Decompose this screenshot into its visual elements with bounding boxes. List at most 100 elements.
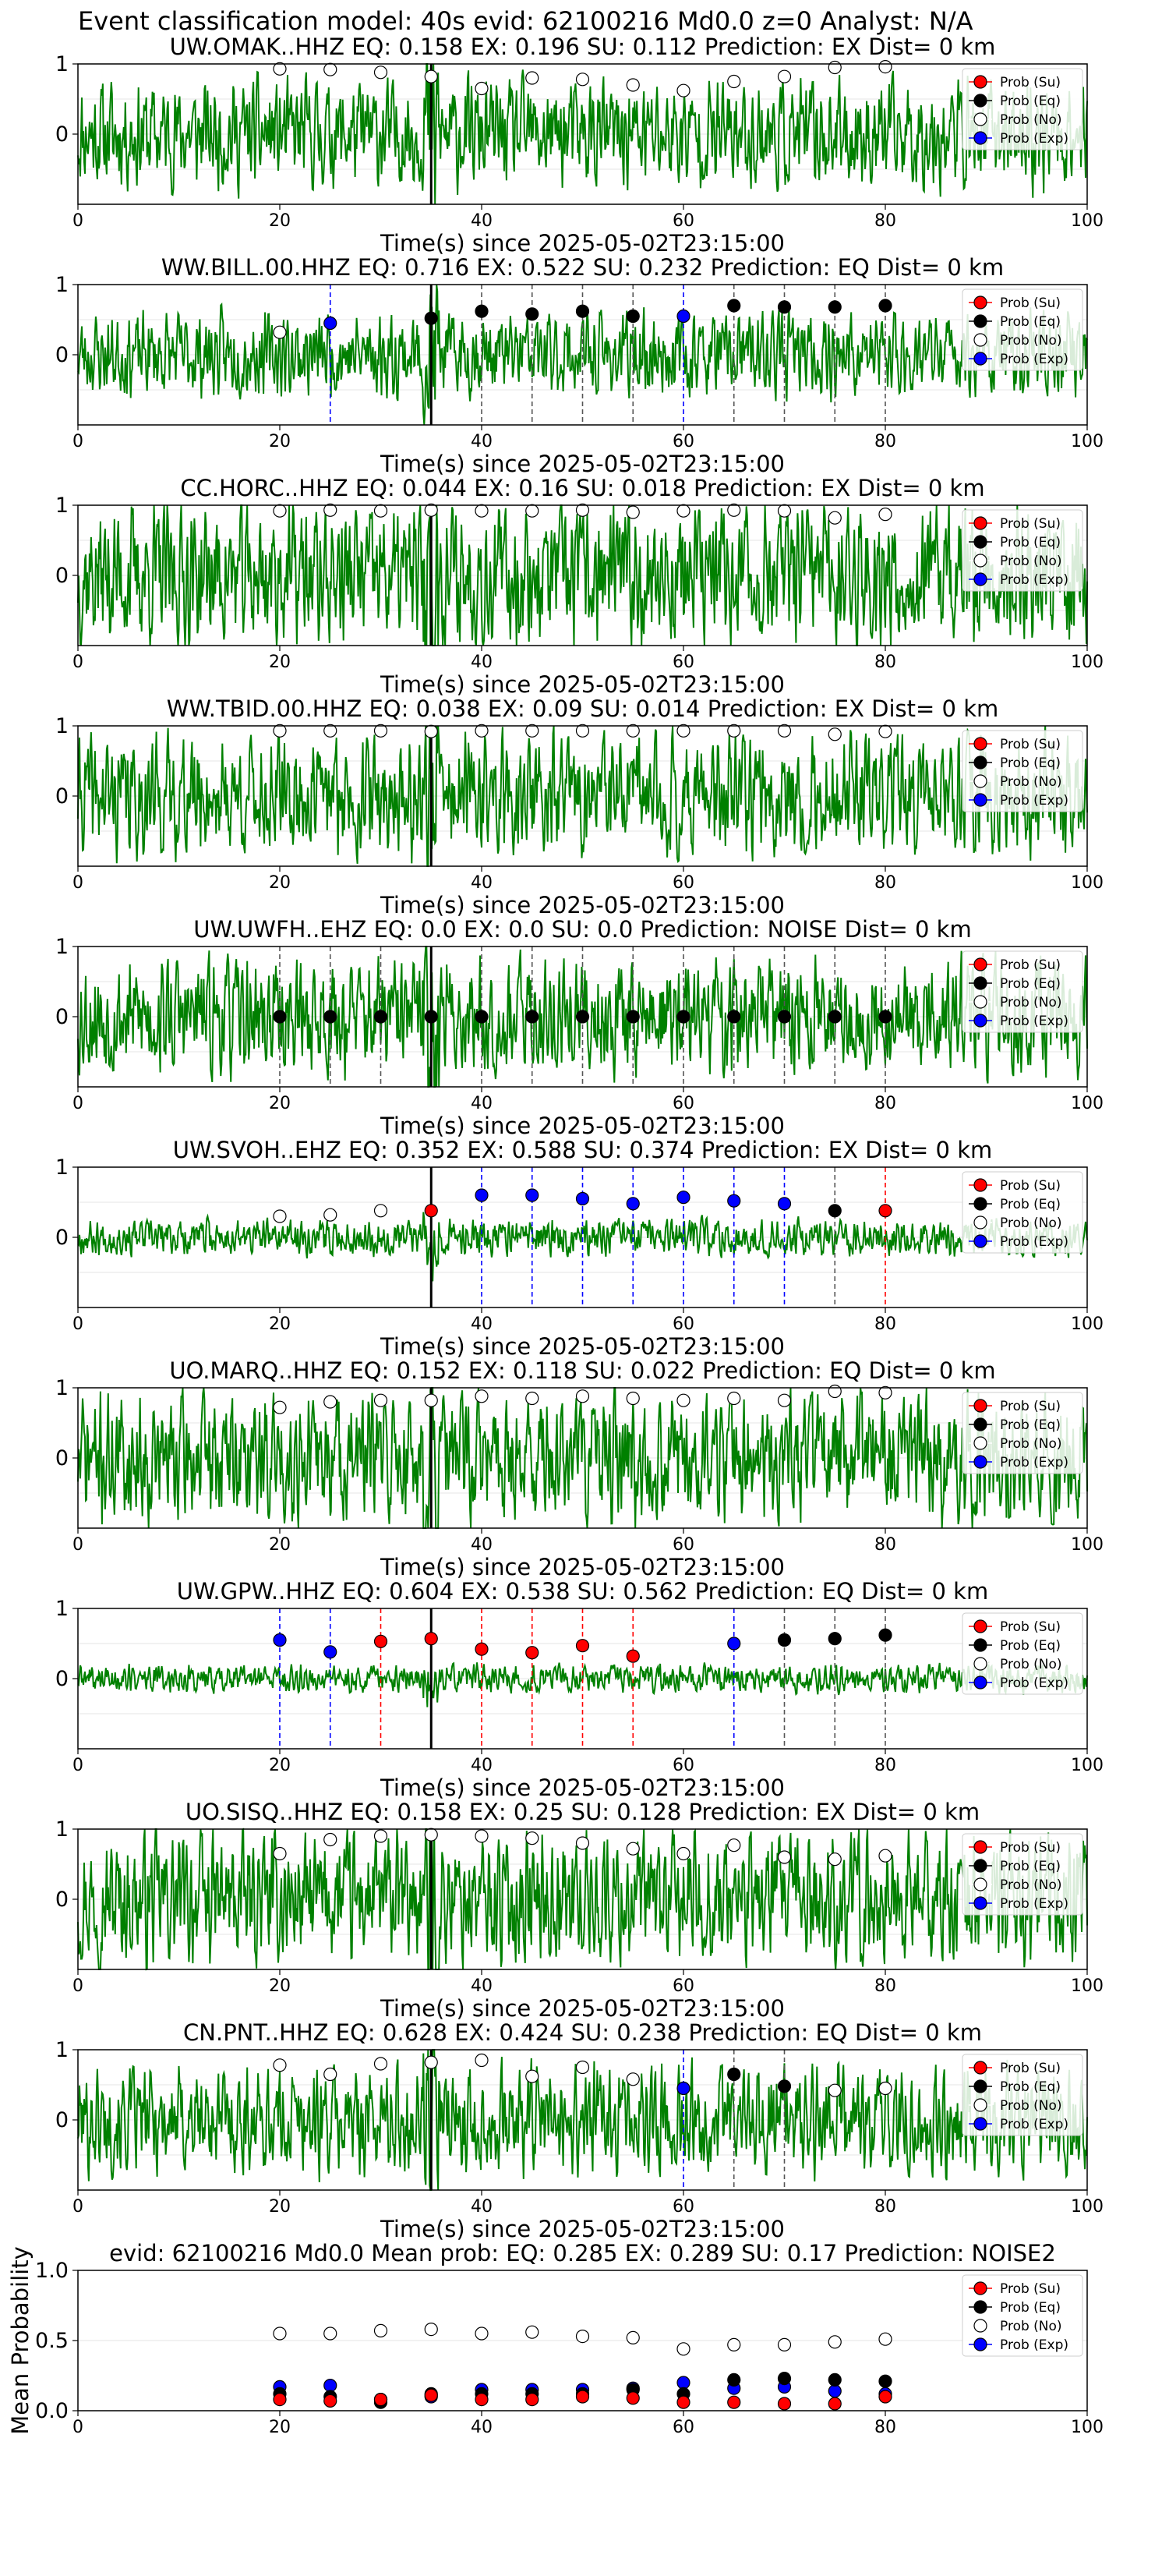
x-tick-label: 0 <box>72 2197 83 2217</box>
prob-marker-no <box>575 1389 590 1403</box>
x-tick-label: 40 <box>471 2197 493 2217</box>
prob-marker-eq <box>575 1010 590 1024</box>
waveform-trace <box>77 63 1088 204</box>
y-tick-label: 0 <box>55 343 69 367</box>
mean-prob-marker-su <box>373 2393 388 2407</box>
legend: Prob (Su) Prob (Eq) Prob (No) Prob (Exp) <box>962 1392 1083 1474</box>
x-axis-label: Time(s) since 2025-05-02T23:15:00 <box>380 1333 785 1360</box>
prob-marker-exp <box>525 1188 539 1202</box>
prob-marker-eq <box>424 1010 438 1024</box>
legend-box <box>962 1392 1083 1474</box>
legend-marker-eq <box>973 1638 987 1652</box>
legend-label: Prob (Exp) <box>1000 2117 1068 2132</box>
prob-marker-exp <box>323 316 337 331</box>
prob-marker-no <box>323 1208 337 1222</box>
x-axis-label: Time(s) since 2025-05-02T23:15:00 <box>380 451 785 477</box>
prob-marker-no <box>323 503 337 517</box>
x-tick-label: 20 <box>269 873 291 893</box>
y-tick-label: 1 <box>55 714 69 738</box>
x-tick-label: 80 <box>874 1535 896 1555</box>
prob-marker-eq <box>878 1010 892 1024</box>
prob-marker-no <box>323 2067 337 2082</box>
prob-marker-no <box>727 1838 741 1852</box>
panel-10: CN.PNT..HHZ EQ: 0.628 EX: 0.424 SU: 0.23… <box>55 2019 1104 2242</box>
legend-marker-eq <box>973 755 987 770</box>
prob-marker-no <box>878 724 892 738</box>
x-tick-label: 80 <box>874 873 896 893</box>
prob-marker-exp <box>626 1197 640 1211</box>
legend-label: Prob (Su) <box>1000 295 1061 311</box>
prob-marker-no <box>626 2072 640 2086</box>
mean-prob-marker-no <box>777 2337 792 2351</box>
legend-box <box>962 1612 1083 1695</box>
prob-marker-eq <box>575 304 590 318</box>
x-tick-label: 60 <box>673 1315 694 1334</box>
prob-marker-su <box>626 1649 640 1663</box>
prob-marker-exp <box>676 309 690 324</box>
prob-marker-exp <box>676 1191 690 1205</box>
prob-marker-eq <box>525 1010 539 1024</box>
panel-title: WW.TBID.00.HHZ EQ: 0.038 EX: 0.09 SU: 0.… <box>167 695 999 722</box>
prob-marker-exp <box>676 2081 690 2096</box>
x-tick-label: 0 <box>72 873 83 893</box>
prob-marker-no <box>373 1204 388 1218</box>
prob-marker-no <box>828 60 842 75</box>
x-tick-label: 0 <box>72 432 83 451</box>
legend-label: Prob (Eq) <box>1000 1197 1061 1212</box>
legend: Prob (Su) Prob (Eq) Prob (No) Prob (Exp) <box>962 1833 1083 1916</box>
prob-marker-no <box>777 1393 792 1407</box>
legend-marker-eq <box>973 535 987 549</box>
prob-marker-exp <box>727 1194 741 1208</box>
x-axis-label: Time(s) since 2025-05-02T23:15:00 <box>380 1775 785 1801</box>
mean-prob-marker-eq <box>828 2373 842 2387</box>
panel-title: evid: 62100216 Md0.0 Mean prob: EQ: 0.28… <box>109 2240 1056 2266</box>
x-tick-label: 0 <box>72 2418 83 2437</box>
legend-marker-exp <box>973 1014 987 1028</box>
prob-marker-no <box>525 1831 539 1845</box>
x-tick-label: 20 <box>269 653 291 672</box>
y-tick-label: 1 <box>55 494 69 518</box>
legend-marker-no <box>973 1436 987 1450</box>
prob-marker-no <box>273 2058 287 2072</box>
legend-marker-no <box>973 1657 987 1671</box>
legend-label: Prob (Su) <box>1000 957 1061 973</box>
legend-label: Prob (No) <box>1000 1436 1062 1452</box>
x-tick-label: 0 <box>72 1756 83 1775</box>
legend-marker-no <box>973 1215 987 1230</box>
prob-marker-no <box>373 1829 388 1843</box>
legend-label: Prob (Su) <box>1000 75 1061 90</box>
prob-marker-eq <box>727 2067 741 2082</box>
prob-marker-eq <box>727 299 741 313</box>
legend-box <box>962 1833 1083 1916</box>
mean-prob-marker-no <box>878 2332 892 2346</box>
prob-marker-no <box>475 2053 489 2068</box>
x-tick-label: 40 <box>471 432 493 451</box>
panel-title: UO.SISQ..HHZ EQ: 0.158 EX: 0.25 SU: 0.12… <box>185 1799 980 1825</box>
legend-label: Prob (Eq) <box>1000 535 1061 550</box>
y-tick-label: 0 <box>55 2108 69 2132</box>
panel-2: WW.BILL.00.HHZ EQ: 0.716 EX: 0.522 SU: 0… <box>55 254 1104 477</box>
prob-marker-eq <box>626 1010 640 1024</box>
legend: Prob (Su) Prob (Eq) Prob (No) Prob (Exp) <box>962 1171 1083 1254</box>
panel-title: UO.MARQ..HHZ EQ: 0.152 EX: 0.118 SU: 0.0… <box>169 1357 995 1384</box>
x-tick-label: 80 <box>874 1976 896 1996</box>
y-tick-label: 0 <box>55 1226 69 1250</box>
legend-marker-exp <box>973 131 987 145</box>
prob-marker-no <box>273 1400 287 1414</box>
panel-3: CC.HORC..HHZ EQ: 0.044 EX: 0.16 SU: 0.01… <box>55 475 1104 698</box>
prob-marker-no <box>373 724 388 738</box>
legend-label: Prob (Eq) <box>1000 1859 1061 1874</box>
prob-marker-no <box>424 1828 438 1842</box>
panel-title: UW.OMAK..HHZ EQ: 0.158 EX: 0.196 SU: 0.1… <box>170 34 996 60</box>
prob-marker-no <box>727 74 741 89</box>
prob-marker-no <box>676 504 690 518</box>
waveform-trace <box>77 725 1088 867</box>
prob-marker-no <box>424 724 438 738</box>
legend-box <box>962 2054 1083 2136</box>
x-tick-label: 0 <box>72 1315 83 1334</box>
prob-marker-no <box>676 1846 690 1861</box>
x-tick-label: 100 <box>1071 1315 1104 1334</box>
prob-marker-eq <box>777 300 792 314</box>
legend: Prob (Su) Prob (Eq) Prob (No) Prob (Exp) <box>962 288 1083 371</box>
mean-prob-marker-exp <box>676 2376 690 2390</box>
